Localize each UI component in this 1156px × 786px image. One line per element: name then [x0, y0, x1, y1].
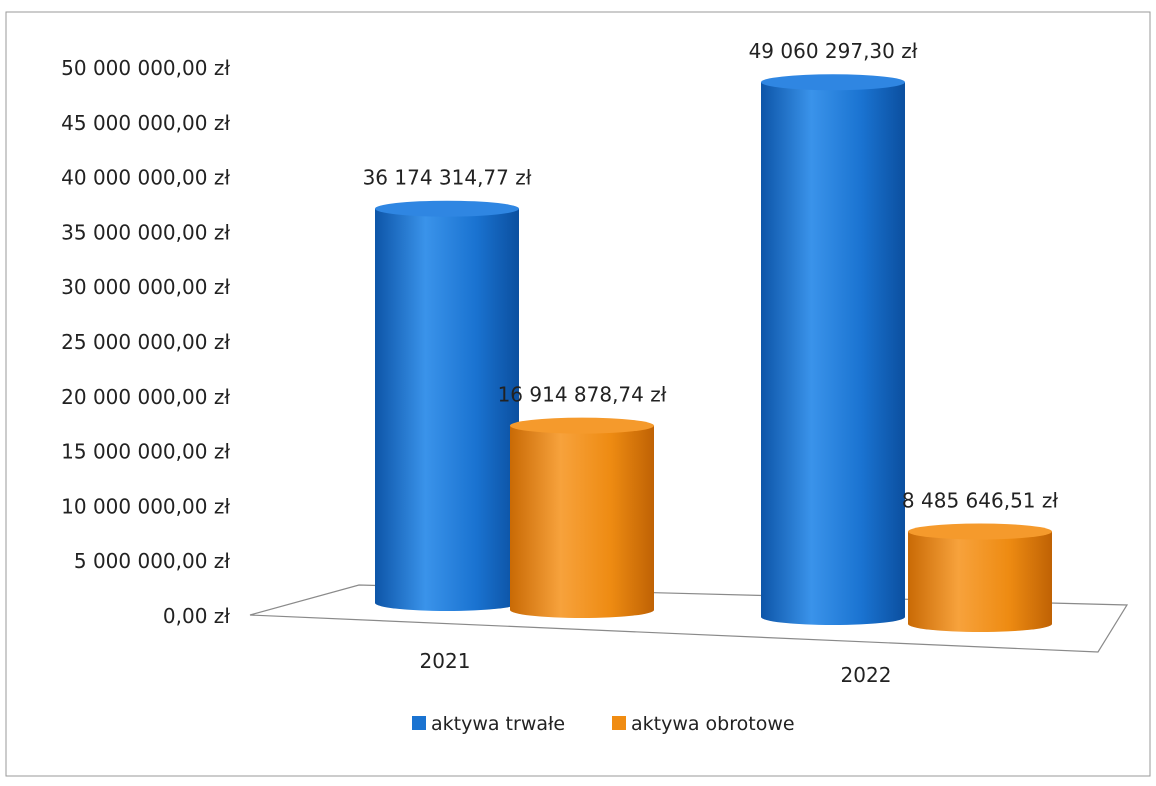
y-tick-label: 10 000 000,00 zł: [61, 494, 230, 518]
y-tick-label: 40 000 000,00 zł: [61, 166, 230, 190]
data-label: 16 914 878,74 zł: [498, 383, 667, 407]
data-label: 36 174 314,77 zł: [363, 166, 532, 190]
bar-aktywa-obrotowe-2022: [908, 523, 1052, 632]
y-tick-label: 50 000 000,00 zł: [61, 56, 230, 80]
y-tick-label: 35 000 000,00 zł: [61, 220, 230, 244]
bar-body: [510, 425, 654, 618]
legend-label-aktywa-obrotowe: aktywa obrotowe: [631, 713, 795, 735]
bar-top: [510, 417, 654, 434]
data-label: 8 485 646,51 zł: [902, 489, 1058, 513]
y-axis-ticks: 0,00 zł 5 000 000,00 zł 10 000 000,00 zł 15…: [61, 56, 230, 628]
y-tick-label: 25 000 000,00 zł: [61, 330, 230, 354]
bar-aktywa-obrotowe-2021: [510, 417, 654, 618]
y-tick-label: 0,00 zł: [163, 604, 230, 628]
legend: aktywa trwałe aktywa obrotowe: [412, 713, 795, 735]
y-tick-label: 20 000 000,00 zł: [61, 385, 230, 409]
category-label-2022: 2022: [841, 663, 892, 687]
bar-body: [908, 531, 1052, 632]
y-tick-label: 15 000 000,00 zł: [61, 440, 230, 464]
y-tick-label: 5 000 000,00 zł: [74, 549, 230, 573]
data-labels: 36 174 314,77 zł 49 060 297,30 zł 16 914 8…: [363, 39, 1059, 512]
bar-top: [908, 523, 1052, 540]
bar-top: [761, 74, 905, 91]
category-label-2021: 2021: [420, 649, 471, 673]
bar-body: [375, 208, 519, 612]
legend-label-aktywa-trwale: aktywa trwałe: [431, 713, 565, 735]
data-label: 49 060 297,30 zł: [749, 39, 918, 63]
bar-body: [761, 82, 905, 626]
y-tick-label: 45 000 000,00 zł: [61, 111, 230, 135]
bar-top: [375, 200, 519, 217]
y-tick-label: 30 000 000,00 zł: [61, 275, 230, 299]
bar-aktywa-trwale-2022: [761, 74, 905, 626]
legend-swatch-aktywa-obrotowe: [612, 716, 626, 730]
bar-aktywa-trwale-2021: [375, 200, 519, 612]
legend-swatch-aktywa-trwale: [412, 716, 426, 730]
chart-frame: [5, 11, 1151, 777]
bars: [375, 74, 1052, 632]
